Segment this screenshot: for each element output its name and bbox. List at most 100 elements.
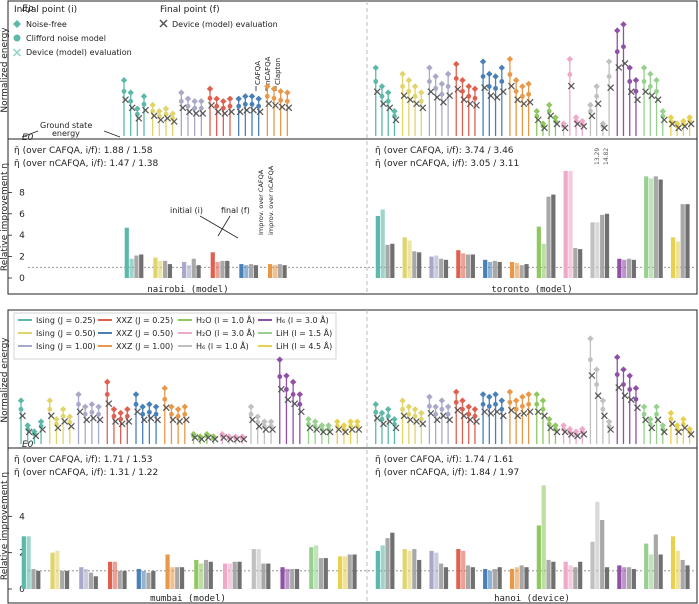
energy-diamond <box>492 391 499 398</box>
energy-diamond <box>178 89 185 96</box>
energy-circle <box>385 413 391 419</box>
eta-bar <box>600 214 605 278</box>
x-marker-dark-icon <box>159 19 168 28</box>
energy-final-x <box>580 122 588 130</box>
hanoi-label: hanoi (device) <box>494 594 570 604</box>
top-panel-frame <box>7 0 698 295</box>
energy-final-x <box>460 412 468 420</box>
energy-diamond <box>347 418 354 425</box>
method-cafqa: CAFQA <box>254 61 262 85</box>
eta-bar <box>461 253 466 278</box>
energy-final-x <box>681 424 689 432</box>
energy-circle <box>47 406 53 412</box>
energy-circle <box>668 118 674 124</box>
energy-circle <box>406 88 412 94</box>
energy-diamond <box>539 397 547 404</box>
toronto-label: toronto (model) <box>491 285 572 295</box>
eta-bar <box>675 241 680 278</box>
energy-final-x <box>634 404 641 412</box>
eta-bar <box>541 485 546 589</box>
energy-final-x <box>473 418 480 425</box>
eta-bar <box>626 567 632 589</box>
eta-bar <box>417 559 422 589</box>
energy-diamond <box>110 406 118 413</box>
eta-bar <box>536 226 541 278</box>
energy-diamond <box>81 403 89 411</box>
eta-bar <box>36 570 41 589</box>
energy-circle <box>326 426 331 432</box>
energy-final-x <box>607 84 615 92</box>
eta-bar <box>644 543 649 589</box>
energy-circle <box>104 392 110 397</box>
energy-circle <box>507 399 513 405</box>
eta-bar <box>551 194 556 278</box>
legend-final-title: Final point (f) <box>160 5 220 15</box>
energy-diamond <box>318 422 326 429</box>
energy-final-x <box>419 104 427 112</box>
energy-final-x <box>140 416 148 424</box>
energy-circle <box>546 108 552 114</box>
energy-final-x <box>192 110 200 117</box>
energy-circle <box>553 426 558 432</box>
energy-circle <box>25 426 31 432</box>
eta-bar <box>492 569 497 589</box>
bottom-energy-ylabel: Normalized energy <box>0 337 10 423</box>
energy-diamond <box>411 83 419 90</box>
eta-bar <box>261 563 266 589</box>
energy-diamond <box>492 73 499 80</box>
energy-circle <box>400 406 405 412</box>
eta-bar <box>117 570 122 589</box>
energy-final-x <box>419 420 427 428</box>
eta-bar <box>220 260 225 278</box>
energy-final-x <box>520 409 528 417</box>
energy-circle <box>641 411 647 417</box>
energy-circle <box>412 93 418 99</box>
eta-bar <box>179 567 185 589</box>
energy-final-x <box>493 408 501 416</box>
energy-circle <box>277 374 283 379</box>
energy-circle <box>153 411 159 417</box>
energy-circle <box>427 403 432 409</box>
energy-final-x <box>600 412 608 420</box>
energy-diamond <box>626 64 633 71</box>
energy-final-x <box>380 100 387 108</box>
eta-bar <box>622 567 627 589</box>
energy-diamond <box>465 83 472 90</box>
energy-final-x <box>105 400 113 408</box>
energy-circle <box>150 108 156 114</box>
bottom-legend-box <box>13 312 337 360</box>
energy-diamond <box>426 393 433 401</box>
energy-circle <box>466 93 472 99</box>
energy-circle <box>227 103 233 109</box>
energy-final-x <box>481 408 489 416</box>
mumbai-label: mumbai (model) <box>150 594 226 604</box>
eta-bar <box>244 265 249 278</box>
eta-bar <box>631 569 636 589</box>
eta-bar <box>55 550 60 589</box>
bottom-e0-label: E0 <box>22 440 34 450</box>
legend-entry-label: Ising (J = 0.25) <box>36 316 96 325</box>
energy-final-x <box>681 122 689 130</box>
eta-bar <box>165 554 170 589</box>
bars-layer <box>21 171 690 589</box>
energy-circle <box>319 426 325 432</box>
energy-final-x <box>297 408 305 416</box>
eta-bar <box>280 567 285 589</box>
energy-final-x <box>567 82 575 90</box>
eta-bar <box>573 248 578 278</box>
energy-diamond <box>525 391 532 398</box>
energy-circle <box>594 382 600 387</box>
eta-bar <box>294 569 300 589</box>
energy-diamond <box>673 422 681 429</box>
bottom-panel-frame <box>7 309 698 604</box>
energy-diamond <box>566 425 574 433</box>
energy-final-x <box>588 112 596 120</box>
mumbai-stat1: η̄ (over CAFQA, i/f): 1.71 / 1.53 <box>14 455 153 465</box>
energy-final-x <box>446 92 454 100</box>
energy-final-x <box>687 120 695 128</box>
energy-circle <box>373 409 379 415</box>
energy-diamond <box>519 83 526 90</box>
energy-circle <box>264 93 270 99</box>
energy-diamond <box>498 64 505 71</box>
energy-diamond <box>471 406 479 413</box>
